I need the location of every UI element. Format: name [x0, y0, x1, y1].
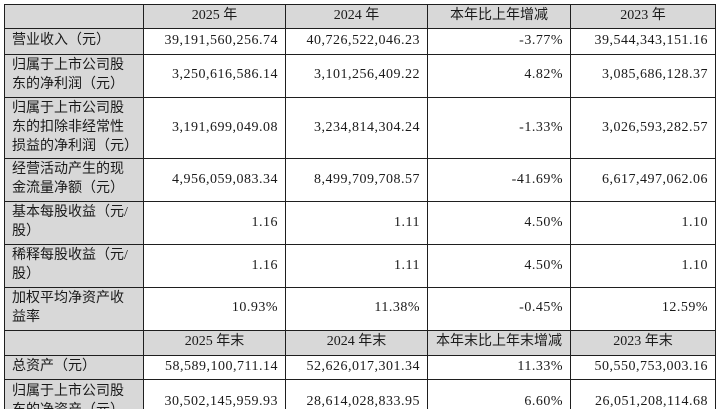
- value-2023: 1.10: [570, 201, 716, 246]
- value-2025: 4,956,059,083.34: [143, 158, 286, 203]
- column-header-2025-end: 2025 年末: [143, 329, 286, 356]
- value-2025: 58,589,100,711.14: [143, 354, 286, 380]
- value-2024: 1.11: [285, 201, 428, 246]
- value-2023: 1.10: [570, 244, 716, 289]
- table-row-net-profit-excl-nonrecurring: 归属于上市公司股东的扣除非经常性损益的净利润（元） 3,191,699,049.…: [4, 96, 716, 160]
- value-2025: 3,250,616,586.14: [143, 54, 286, 98]
- row-label: 归属于上市公司股东的净利润（元）: [4, 54, 144, 98]
- value-2023: 12.59%: [570, 287, 716, 331]
- column-header-2024-end: 2024 年末: [285, 329, 428, 356]
- column-header-2025: 2025 年: [143, 4, 286, 29]
- value-yoy-change: 4.82%: [427, 54, 571, 98]
- value-2025: 30,502,145,959.93: [143, 378, 286, 409]
- table-row-revenue: 营业收入（元） 39,191,560,256.74 40,726,522,046…: [4, 28, 716, 55]
- value-2025: 3,191,699,049.08: [143, 96, 286, 160]
- value-2025: 39,191,560,256.74: [143, 28, 286, 55]
- table-row-total-assets: 总资产（元） 58,589,100,711.14 52,626,017,301.…: [4, 354, 716, 380]
- row-label: 归属于上市公司股东的净资产（元）: [4, 378, 144, 409]
- value-2025: 1.16: [143, 201, 286, 246]
- value-2023: 3,026,593,282.57: [570, 96, 716, 160]
- header-empty-cell: [4, 329, 144, 356]
- column-header-yoy-end-change: 本年末比上年末增减: [427, 329, 571, 356]
- row-label: 总资产（元）: [4, 354, 144, 380]
- row-label: 基本每股收益（元/股）: [4, 201, 144, 246]
- table-row-net-assets: 归属于上市公司股东的净资产（元） 30,502,145,959.93 28,61…: [4, 378, 716, 409]
- column-header-2023-end: 2023 年末: [570, 329, 716, 356]
- value-2024: 3,234,814,304.24: [285, 96, 428, 160]
- column-header-2024: 2024 年: [285, 4, 428, 29]
- value-2024: 11.38%: [285, 287, 428, 331]
- table-header-period: 2025 年 2024 年 本年比上年增减 2023 年: [4, 4, 716, 29]
- value-2024: 8,499,709,708.57: [285, 158, 428, 203]
- value-2023: 3,085,686,128.37: [570, 54, 716, 98]
- value-2025: 1.16: [143, 244, 286, 289]
- value-yoy-change: -41.69%: [427, 158, 571, 203]
- value-yoy-change: 11.33%: [427, 354, 571, 380]
- row-label: 营业收入（元）: [4, 28, 144, 55]
- row-label: 加权平均净资产收益率: [4, 287, 144, 331]
- row-label: 经营活动产生的现金流量净额（元）: [4, 158, 144, 203]
- value-2023: 6,617,497,062.06: [570, 158, 716, 203]
- value-2024: 52,626,017,301.34: [285, 354, 428, 380]
- value-2023: 26,051,208,114.68: [570, 378, 716, 409]
- value-2024: 28,614,028,833.95: [285, 378, 428, 409]
- value-yoy-change: 4.50%: [427, 201, 571, 246]
- value-yoy-change: -3.77%: [427, 28, 571, 55]
- value-yoy-change: 4.50%: [427, 244, 571, 289]
- table-row-diluted-eps: 稀释每股收益（元/股） 1.16 1.11 4.50% 1.10: [4, 244, 716, 289]
- row-label: 稀释每股收益（元/股）: [4, 244, 144, 289]
- value-2024: 3,101,256,409.22: [285, 54, 428, 98]
- column-header-2023: 2023 年: [570, 4, 716, 29]
- value-yoy-change: -1.33%: [427, 96, 571, 160]
- table-row-basic-eps: 基本每股收益（元/股） 1.16 1.11 4.50% 1.10: [4, 201, 716, 246]
- value-2025: 10.93%: [143, 287, 286, 331]
- value-yoy-change: -0.45%: [427, 287, 571, 331]
- table-row-net-profit: 归属于上市公司股东的净利润（元） 3,250,616,586.14 3,101,…: [4, 54, 716, 98]
- value-2023: 39,544,343,151.16: [570, 28, 716, 55]
- table-header-period-end: 2025 年末 2024 年末 本年末比上年末增减 2023 年末: [4, 329, 716, 356]
- value-2024: 40,726,522,046.23: [285, 28, 428, 55]
- financial-summary-table: 2025 年 2024 年 本年比上年增减 2023 年 营业收入（元） 39,…: [4, 4, 716, 409]
- column-header-yoy-change: 本年比上年增减: [427, 4, 571, 29]
- table-row-weighted-avg-roe: 加权平均净资产收益率 10.93% 11.38% -0.45% 12.59%: [4, 287, 716, 331]
- value-2023: 50,550,753,003.16: [570, 354, 716, 380]
- value-yoy-change: 6.60%: [427, 378, 571, 409]
- table-row-operating-cash-flow: 经营活动产生的现金流量净额（元） 4,956,059,083.34 8,499,…: [4, 158, 716, 203]
- value-2024: 1.11: [285, 244, 428, 289]
- row-label: 归属于上市公司股东的扣除非经常性损益的净利润（元）: [4, 96, 144, 160]
- header-empty-cell: [4, 4, 144, 29]
